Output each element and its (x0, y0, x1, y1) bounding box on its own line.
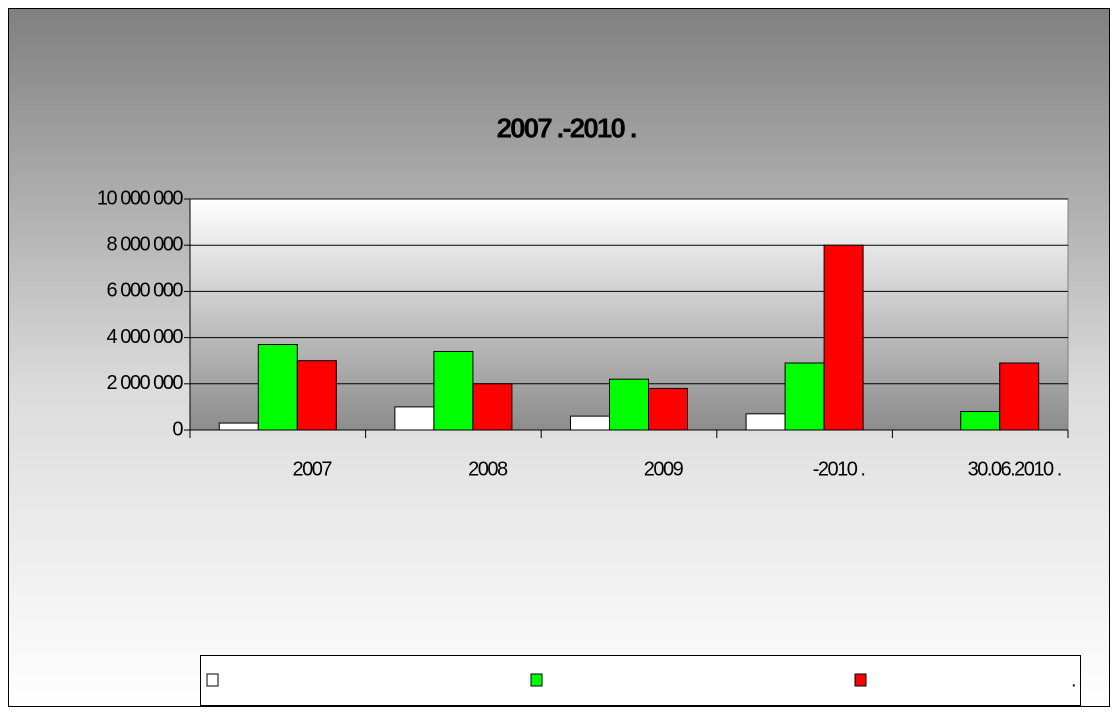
legend-label: . (1071, 669, 1075, 691)
y-tick-label: 10 000 000 (97, 187, 183, 209)
bar (784, 362, 825, 431)
x-tick-label: 2009 (644, 458, 684, 480)
bar (257, 344, 298, 431)
legend (200, 655, 1081, 706)
bar (218, 422, 259, 431)
legend-marker (530, 673, 543, 687)
y-tick-label: 4 000 000 (107, 326, 184, 348)
bar (394, 406, 435, 431)
y-tick-label: 8 000 000 (107, 233, 184, 255)
x-tick-label: 2008 (468, 458, 508, 480)
bar (296, 360, 337, 431)
x-tick-label: 2007 (293, 458, 333, 480)
x-tick-label: -2010 . (813, 458, 865, 480)
legend-marker (206, 673, 219, 687)
legend-marker (854, 673, 867, 687)
bar (999, 362, 1040, 431)
bar (745, 413, 786, 431)
y-tick-label: 2 000 000 (107, 372, 184, 394)
bar (648, 387, 688, 431)
y-tick-label: 6 000 000 (107, 280, 184, 302)
bar (960, 411, 1001, 431)
y-tick-label: 0 (172, 418, 183, 440)
bar (609, 378, 649, 431)
bar (570, 415, 610, 431)
bar (433, 350, 474, 431)
bar (823, 244, 864, 431)
bar (472, 383, 513, 431)
chart-title: 2007 .-2010 . (496, 112, 635, 143)
x-tick-label: 30.06.2010 . (968, 458, 1061, 480)
